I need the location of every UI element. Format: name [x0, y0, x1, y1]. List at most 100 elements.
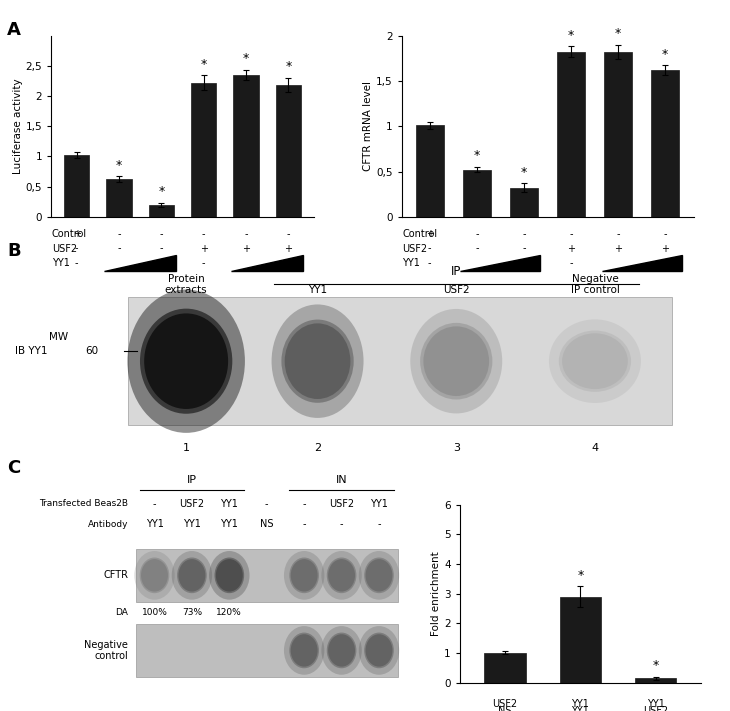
Text: 2: 2 — [314, 443, 321, 453]
Text: CFTR: CFTR — [103, 570, 128, 580]
Text: -: - — [302, 498, 306, 508]
Text: YY1: YY1 — [370, 498, 388, 508]
Text: USF2: USF2 — [443, 286, 469, 296]
Text: YY1: YY1 — [183, 519, 201, 529]
Text: Negative
IP control: Negative IP control — [571, 274, 619, 296]
Ellipse shape — [327, 557, 356, 593]
Bar — [64, 154, 89, 217]
Bar — [276, 85, 301, 217]
Bar — [136, 549, 398, 602]
Ellipse shape — [358, 551, 399, 599]
Text: -: - — [160, 244, 163, 254]
Ellipse shape — [420, 323, 492, 400]
Text: *: * — [474, 149, 480, 163]
Text: 73%: 73% — [182, 609, 202, 617]
Bar — [415, 125, 444, 217]
Text: -: - — [118, 229, 120, 239]
Text: YY1: YY1 — [220, 519, 238, 529]
Text: +: + — [72, 229, 80, 239]
Bar — [136, 624, 398, 677]
Text: +: + — [661, 244, 669, 254]
Ellipse shape — [366, 559, 393, 592]
Text: -: - — [475, 229, 479, 239]
Text: YY1: YY1 — [52, 258, 70, 268]
Text: Control: Control — [402, 229, 437, 239]
Ellipse shape — [410, 309, 502, 414]
Ellipse shape — [321, 626, 362, 675]
Text: *: * — [568, 29, 575, 42]
Text: -: - — [522, 244, 526, 254]
Ellipse shape — [358, 626, 399, 675]
Bar — [557, 52, 585, 217]
Text: IP: IP — [187, 476, 197, 486]
Ellipse shape — [284, 551, 324, 599]
Text: *: * — [653, 659, 658, 672]
Text: -: - — [664, 229, 667, 239]
Ellipse shape — [215, 557, 244, 593]
Ellipse shape — [291, 634, 318, 667]
Text: Transfected Beas2B: Transfected Beas2B — [39, 499, 128, 508]
Text: *: * — [615, 27, 621, 40]
Ellipse shape — [140, 309, 232, 414]
Text: IP: IP — [451, 264, 461, 277]
Text: -: - — [616, 229, 620, 239]
Ellipse shape — [128, 289, 245, 433]
Text: -: - — [287, 229, 291, 239]
Text: -: - — [340, 519, 343, 529]
Text: *: * — [116, 159, 122, 172]
Text: MW: MW — [49, 332, 68, 342]
Text: +: + — [567, 244, 575, 254]
Text: *: * — [285, 60, 291, 73]
Text: A: A — [7, 21, 21, 39]
Text: -: - — [265, 498, 269, 508]
Bar — [651, 70, 680, 217]
Text: USF2: USF2 — [180, 498, 204, 508]
Text: 1: 1 — [182, 443, 190, 453]
Text: USF2: USF2 — [329, 498, 354, 508]
Text: C: C — [7, 459, 20, 476]
Text: -: - — [74, 244, 78, 254]
Text: IN: IN — [336, 476, 347, 486]
Ellipse shape — [549, 319, 641, 403]
Ellipse shape — [289, 557, 319, 593]
Text: Negative
control: Negative control — [84, 640, 128, 661]
Ellipse shape — [284, 626, 324, 675]
Ellipse shape — [327, 633, 356, 668]
Ellipse shape — [559, 331, 631, 392]
Text: Antibody: Antibody — [88, 520, 128, 529]
Text: +: + — [426, 229, 434, 239]
Ellipse shape — [321, 551, 362, 599]
Bar — [485, 653, 526, 683]
Text: IB YY1: IB YY1 — [15, 346, 47, 356]
Bar — [560, 597, 601, 683]
Text: YY1: YY1 — [145, 519, 164, 529]
Text: YY1: YY1 — [402, 258, 420, 268]
Text: -: - — [475, 244, 479, 254]
Text: *: * — [201, 58, 207, 71]
Text: -: - — [302, 519, 306, 529]
Text: USF2: USF2 — [52, 244, 77, 254]
Text: Control: Control — [52, 229, 87, 239]
Text: 120%: 120% — [217, 609, 242, 617]
Polygon shape — [231, 255, 303, 272]
Ellipse shape — [364, 633, 393, 668]
Text: -: - — [202, 258, 205, 268]
Text: YY1: YY1 — [308, 286, 327, 296]
Y-axis label: CFTR mRNA level: CFTR mRNA level — [363, 81, 373, 171]
Text: *: * — [158, 186, 164, 198]
Text: NS: NS — [260, 519, 274, 529]
Text: -: - — [245, 229, 247, 239]
Bar — [191, 82, 216, 217]
Text: -: - — [153, 498, 156, 508]
Ellipse shape — [562, 333, 628, 389]
Text: -: - — [569, 258, 573, 268]
Text: -: - — [428, 244, 431, 254]
Text: -: - — [118, 244, 120, 254]
Ellipse shape — [364, 557, 393, 593]
Y-axis label: Luciferase activity: Luciferase activity — [12, 78, 23, 174]
Text: YY1: YY1 — [572, 699, 589, 709]
Text: +: + — [285, 244, 293, 254]
Text: USF2: USF2 — [493, 699, 518, 709]
Ellipse shape — [209, 551, 250, 599]
Text: -: - — [428, 258, 431, 268]
